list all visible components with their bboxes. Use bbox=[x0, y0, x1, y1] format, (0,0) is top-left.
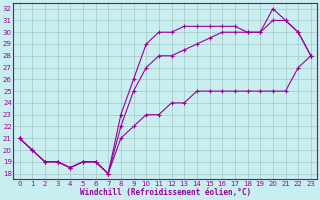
X-axis label: Windchill (Refroidissement éolien,°C): Windchill (Refroidissement éolien,°C) bbox=[80, 188, 251, 197]
